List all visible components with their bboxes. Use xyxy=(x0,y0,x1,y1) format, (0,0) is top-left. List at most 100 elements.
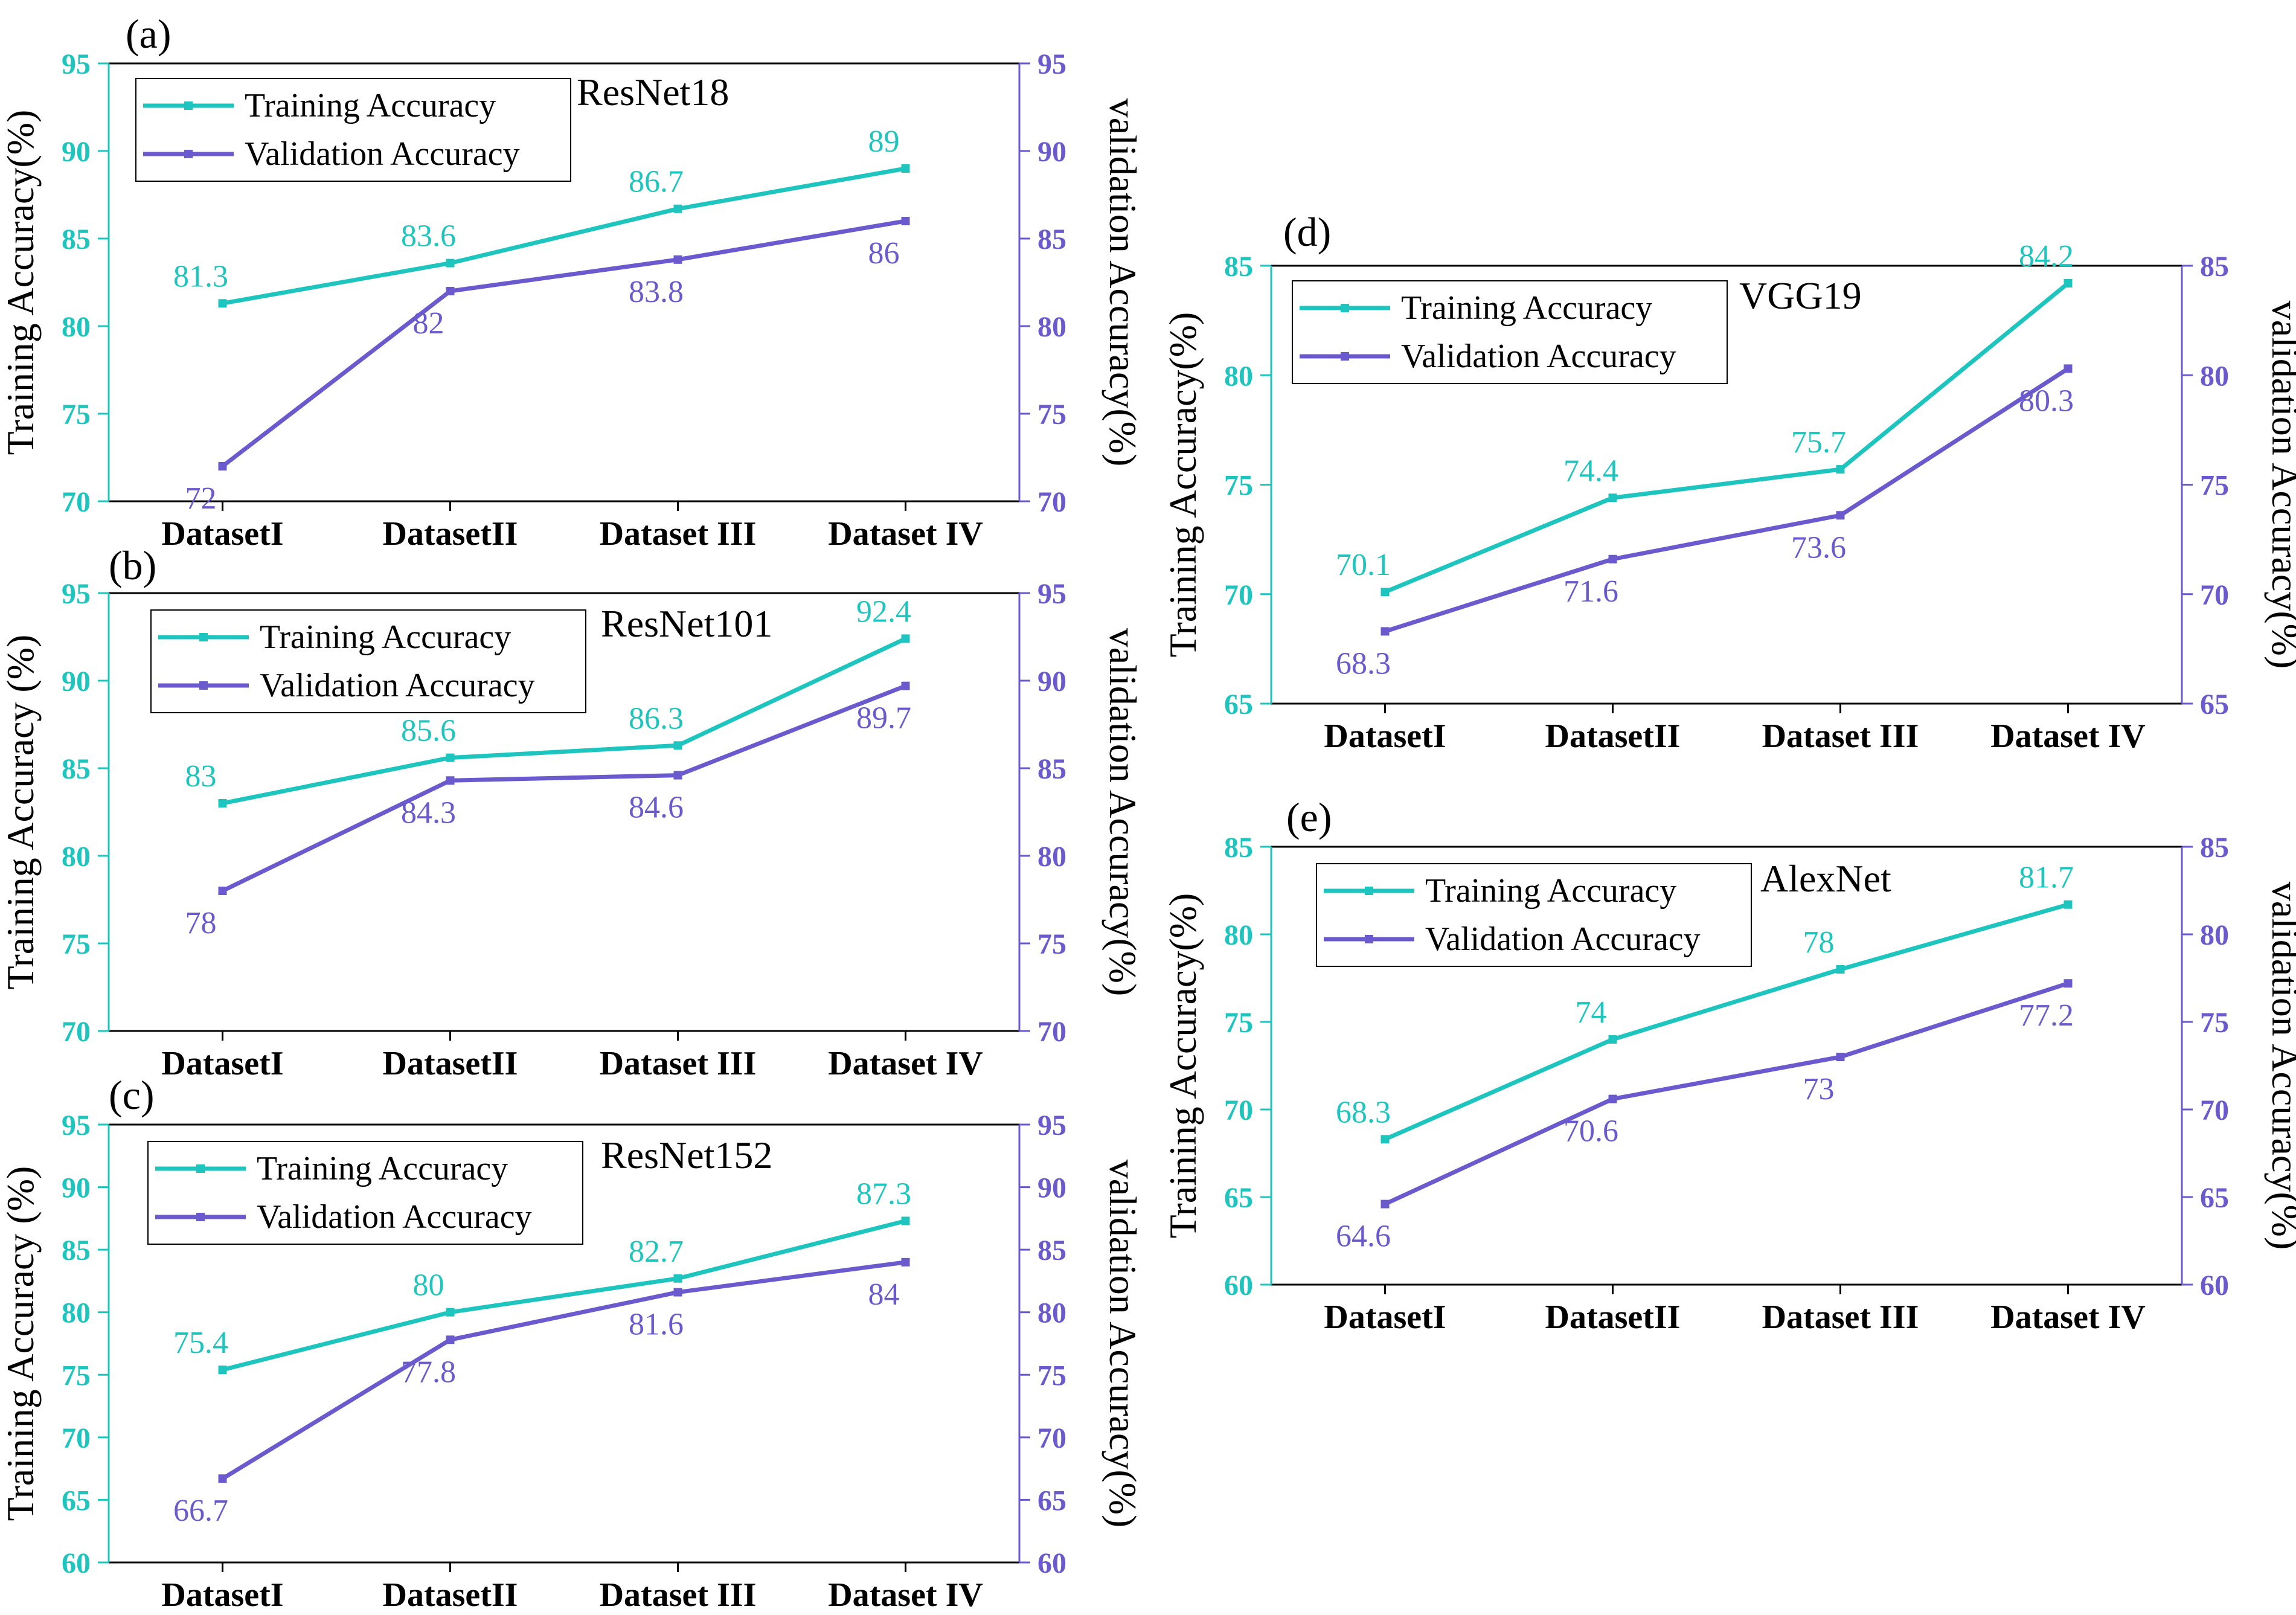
training-data-label: 92.4 xyxy=(856,594,911,629)
validation-data-label: 86 xyxy=(868,236,900,271)
legend-validation-label: Validation Accuracy xyxy=(245,135,520,173)
legend-marker xyxy=(199,681,208,690)
validation-point xyxy=(218,462,227,470)
validation-data-label: 70.6 xyxy=(1563,1114,1618,1149)
left-y-tick-label: 80 xyxy=(1224,919,1253,951)
x-category-label: Dataset IV xyxy=(1990,718,2146,755)
left-y-axis-title: Training Accuracy (%) xyxy=(0,1166,42,1521)
right-y-tick-label: 65 xyxy=(2200,1182,2229,1214)
left-y-axis-title: Training Accuracy(%) xyxy=(0,110,42,455)
right-y-tick-label: 85 xyxy=(1037,753,1066,785)
right-y-tick-label: 60 xyxy=(2200,1270,2229,1302)
legend-validation-label: Validation Accuracy xyxy=(260,667,535,704)
validation-accuracy-line xyxy=(221,1260,906,1481)
training-point xyxy=(1836,465,1845,474)
training-point xyxy=(673,204,682,213)
x-category-label: DatasetI xyxy=(1324,1299,1446,1336)
training-point xyxy=(901,1216,910,1225)
panel-label: (b) xyxy=(109,542,156,588)
right-y-tick-label: 75 xyxy=(2200,470,2229,502)
left-y-tick-label: 70 xyxy=(62,1422,91,1454)
training-point xyxy=(218,299,227,308)
panel-label: (a) xyxy=(126,11,171,57)
left-y-tick-label: 75 xyxy=(62,928,91,960)
x-category-label: DatasetII xyxy=(383,1576,518,1614)
right-y-tick-label: 75 xyxy=(1037,1360,1066,1392)
training-data-label: 83.6 xyxy=(401,219,456,254)
x-category-label: Dataset III xyxy=(1762,718,1919,755)
right-y-tick-label: 90 xyxy=(1037,136,1066,168)
right-y-tick-label: 70 xyxy=(1037,486,1066,518)
left-y-tick-label: 80 xyxy=(62,1297,91,1329)
right-y-tick-label: 70 xyxy=(2200,579,2229,611)
training-data-label: 85.6 xyxy=(401,714,456,748)
training-data-label: 68.3 xyxy=(1336,1095,1391,1129)
validation-data-label: 84 xyxy=(868,1277,900,1312)
training-data-label: 75.4 xyxy=(173,1326,228,1360)
validation-point xyxy=(1380,1199,1390,1209)
left-y-tick-label: 85 xyxy=(62,753,91,785)
x-category-label: Dataset IV xyxy=(828,515,983,553)
x-category-label: Dataset IV xyxy=(828,1576,983,1614)
right-y-tick-label: 95 xyxy=(1037,1109,1066,1141)
right-y-tick-label: 75 xyxy=(1037,399,1066,431)
legend: Training Accuracy Validation Accuracy xyxy=(150,609,586,713)
validation-data-label: 80.3 xyxy=(2019,384,2074,418)
validation-data-label: 64.6 xyxy=(1336,1219,1391,1254)
left-y-tick-label: 75 xyxy=(62,399,91,431)
legend-training-label: Training Accuracy xyxy=(257,1150,508,1187)
legend-training-label: Training Accuracy xyxy=(1425,872,1676,910)
legend-marker xyxy=(196,1164,205,1173)
chart-title: VGG19 xyxy=(1739,274,1862,317)
legend: Training Accuracy Validation Accuracy xyxy=(1316,863,1752,967)
right-y-tick-label: 90 xyxy=(1037,666,1066,698)
training-point xyxy=(446,258,455,268)
training-data-label: 74.4 xyxy=(1563,454,1618,488)
validation-data-label: 77.8 xyxy=(401,1355,456,1389)
x-category-label: DatasetII xyxy=(1545,718,1681,755)
legend-box xyxy=(150,609,586,713)
training-data-label: 81.3 xyxy=(173,259,228,294)
validation-accuracy-line xyxy=(1384,367,2070,634)
validation-data-label: 68.3 xyxy=(1336,646,1391,681)
validation-data-label: 83.8 xyxy=(629,275,684,309)
right-y-axis-title: validation Accuracy(%) xyxy=(2264,301,2296,669)
training-data-label: 81.7 xyxy=(2019,861,2074,895)
validation-accuracy-line xyxy=(221,219,906,468)
right-y-axis-title: validation Accuracy(%) xyxy=(2264,882,2296,1250)
left-y-tick-label: 70 xyxy=(62,486,91,518)
validation-point xyxy=(901,217,910,225)
training-data-label: 86.3 xyxy=(629,701,684,736)
legend-marker xyxy=(196,1213,205,1221)
training-data-label: 78 xyxy=(1803,925,1835,960)
right-y-tick-label: 85 xyxy=(1037,1235,1066,1267)
right-y-axis-title: validation Accuracy(%) xyxy=(1102,1160,1144,1528)
validation-accuracy-line xyxy=(221,684,906,893)
training-point xyxy=(1608,1035,1617,1044)
validation-data-label: 71.6 xyxy=(1563,574,1618,609)
x-category-label: DatasetI xyxy=(161,515,283,553)
training-accuracy-line xyxy=(1384,902,2069,1141)
x-category-label: DatasetI xyxy=(161,1576,283,1614)
x-category-label: DatasetII xyxy=(1545,1299,1681,1336)
x-category-label: DatasetI xyxy=(1324,718,1446,755)
panel-a: 70 70 75 75 80 80 85 85 90 90 95 95 DatasetI DatasetI… xyxy=(0,11,1144,553)
x-category-label: Dataset IV xyxy=(1990,1299,2146,1336)
legend: Training Accuracy Validation Accuracy xyxy=(1292,280,1728,384)
training-point xyxy=(2064,900,2073,909)
left-y-tick-label: 65 xyxy=(1224,689,1253,721)
chart-title: ResNet18 xyxy=(577,71,729,114)
training-point xyxy=(1380,588,1390,597)
right-y-tick-label: 70 xyxy=(1037,1422,1066,1454)
training-data-label: 89 xyxy=(868,124,900,159)
panel-b: 70 70 75 75 80 80 85 85 90 90 95 95 DatasetI DatasetI… xyxy=(0,542,1144,1082)
validation-point xyxy=(1836,1053,1845,1061)
training-accuracy-line xyxy=(222,1219,906,1372)
validation-data-label: 72 xyxy=(185,481,217,516)
panel-c: 60 60 65 65 70 70 75 75 80 80 85 85 90 90 95 95 DatasetI… xyxy=(0,1072,1144,1614)
validation-data-label: 66.7 xyxy=(173,1494,228,1528)
validation-data-label: 84.6 xyxy=(629,791,684,825)
legend: Training Accuracy Validation Accuracy xyxy=(135,78,571,182)
chart-title: ResNet101 xyxy=(601,602,772,645)
training-data-label: 86.7 xyxy=(629,165,684,199)
